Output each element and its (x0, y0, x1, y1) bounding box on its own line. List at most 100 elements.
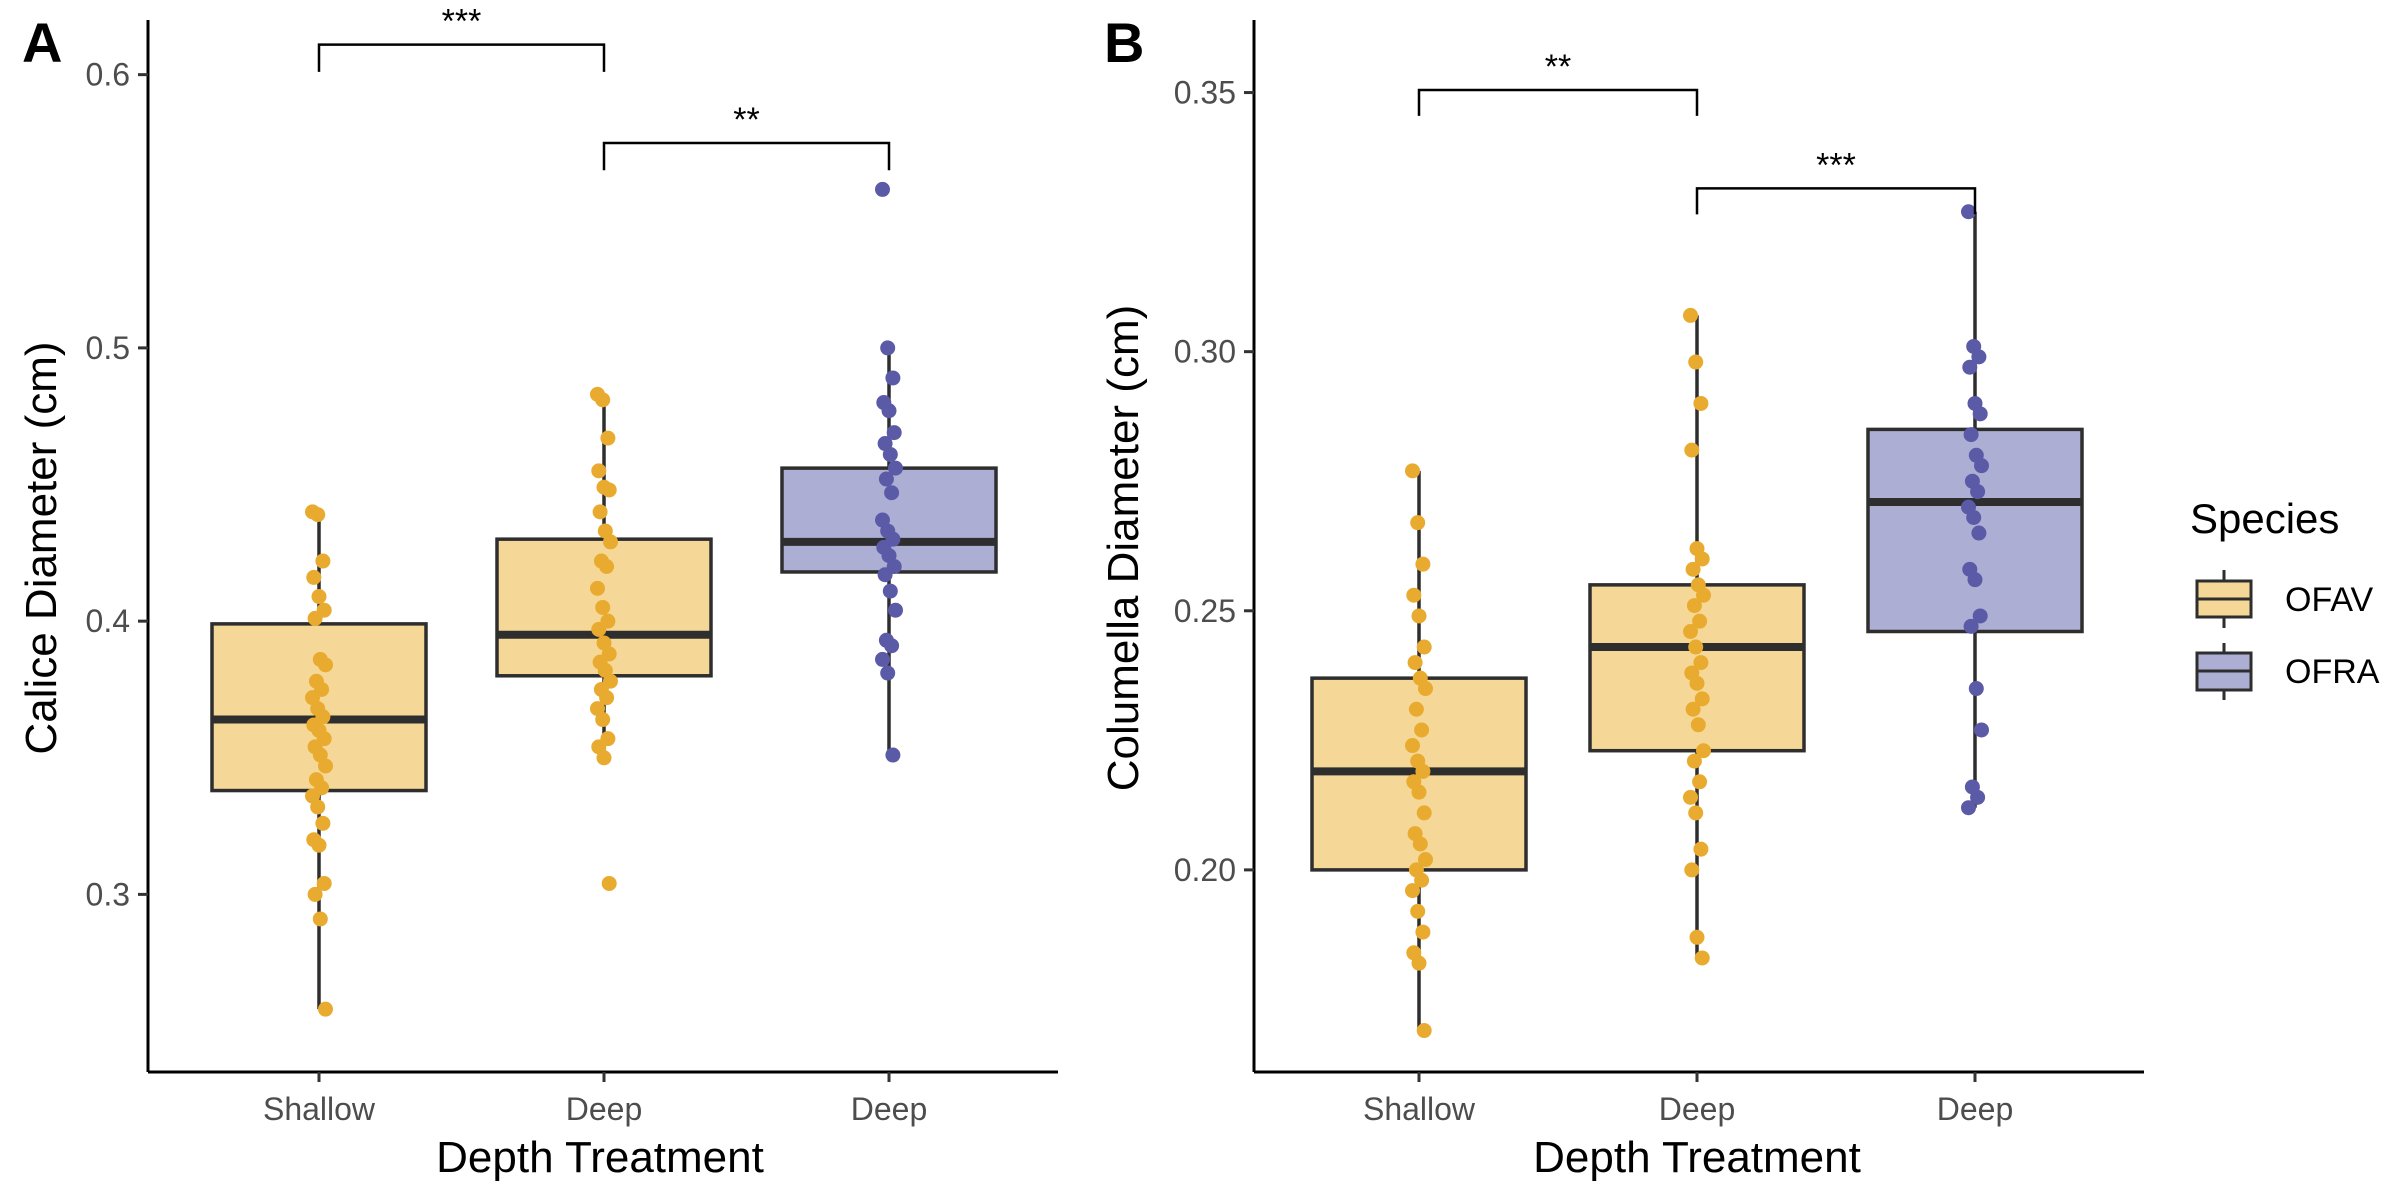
data-point (1971, 349, 1987, 365)
data-point (1968, 681, 1984, 697)
panel-a-tag: A (22, 11, 62, 74)
panel-a-box-3 (780, 181, 998, 763)
data-point (1692, 613, 1708, 629)
data-point (1410, 515, 1426, 531)
data-point (1694, 551, 1710, 567)
data-point (1688, 639, 1704, 655)
data-point (591, 621, 607, 637)
legend: Species OFAV OFRA (2190, 495, 2380, 700)
data-point (315, 553, 331, 569)
data-point (1406, 587, 1422, 603)
significance-label: *** (442, 3, 482, 41)
data-point (318, 758, 333, 774)
panel-b-significance-bracket-1: ** (1417, 48, 1699, 116)
data-point (1686, 753, 1702, 769)
data-point (307, 610, 323, 626)
panel-a-y-tick-label: 0.4 (86, 603, 130, 639)
data-point (316, 875, 332, 891)
panel-a-y-tick-label: 0.6 (86, 57, 130, 93)
panel-a: A Depth Treatment Calice Diameter (cm) 0… (17, 3, 1058, 1182)
data-point (1689, 929, 1705, 945)
data-point (318, 657, 333, 673)
panel-a-x-axis-title: Depth Treatment (436, 1133, 764, 1182)
data-point (1961, 204, 1976, 220)
data-point (1693, 395, 1709, 411)
data-point (603, 534, 618, 550)
data-point (307, 886, 323, 902)
data-point (596, 750, 612, 766)
bracket-line (317, 43, 606, 72)
panel-b-box-1 (1310, 463, 1528, 1039)
data-point (1405, 738, 1420, 754)
significance-label: ** (1545, 48, 1571, 86)
bracket-line (1695, 187, 1977, 215)
data-point (888, 602, 903, 618)
data-point (880, 665, 896, 681)
bracket-line (1417, 88, 1699, 116)
data-point (1418, 852, 1433, 868)
data-point (1688, 354, 1704, 370)
data-point (591, 463, 607, 479)
data-point (599, 558, 615, 574)
panel-a-significance-bracket-1: *** (317, 3, 606, 72)
data-point (600, 430, 616, 446)
panel-a-x-tick-label: Deep (851, 1091, 928, 1127)
data-point (1415, 763, 1431, 779)
data-point (1683, 624, 1698, 640)
data-point (1408, 701, 1424, 717)
data-point (1974, 722, 1989, 738)
panel-b-x-tick-label: Deep (1659, 1091, 1736, 1127)
data-point (1412, 836, 1428, 852)
significance-label: *** (1816, 146, 1856, 184)
legend-key-ofav (2195, 570, 2253, 628)
panel-a-x-tick-label: Shallow (263, 1091, 376, 1127)
panel-a-box-1 (210, 504, 428, 1017)
data-point (1696, 743, 1711, 759)
panel-b-y-tick-label: 0.35 (1174, 75, 1236, 111)
data-point (1686, 598, 1702, 614)
data-point (1694, 691, 1710, 707)
data-point (599, 690, 615, 706)
legend-label-ofav: OFAV (2285, 581, 2373, 619)
data-point (884, 485, 900, 501)
data-point (1972, 608, 1988, 624)
data-point (1415, 924, 1431, 940)
data-point (1416, 1023, 1432, 1039)
data-point (875, 181, 890, 197)
data-point (1970, 789, 1986, 805)
data-point (1966, 509, 1982, 525)
panel-a-y-tick-label: 0.5 (86, 330, 130, 366)
data-point (1411, 608, 1427, 624)
panel-b-x-tick-label: Deep (1937, 1091, 2014, 1127)
data-point (1692, 774, 1708, 790)
data-point (1416, 639, 1432, 655)
data-point (1685, 701, 1701, 717)
data-point (311, 589, 327, 605)
panel-a-y-tick-label: 0.3 (86, 876, 130, 912)
data-point (1685, 561, 1701, 577)
data-point (878, 471, 894, 487)
data-point (1410, 903, 1426, 919)
panel-b-x-tick-label: Shallow (1363, 1091, 1476, 1127)
data-point (877, 567, 893, 583)
data-point (1693, 841, 1709, 857)
data-point (1971, 525, 1987, 541)
data-point (1405, 883, 1420, 899)
data-point (1411, 955, 1427, 971)
data-point (1416, 805, 1432, 821)
data-point (1696, 587, 1711, 603)
data-point (882, 446, 898, 462)
data-point (888, 460, 903, 476)
legend-title: Species (2190, 495, 2339, 542)
data-point (1963, 427, 1979, 443)
panel-b-y-tick-label: 0.20 (1174, 852, 1236, 888)
data-point (315, 815, 331, 831)
data-point (311, 837, 327, 853)
data-point (1418, 681, 1433, 697)
data-point (1693, 655, 1709, 671)
data-point (310, 507, 326, 523)
data-point (1690, 717, 1706, 733)
data-point (1688, 805, 1704, 821)
data-point (312, 911, 328, 927)
panel-b-x-axis-title: Depth Treatment (1533, 1133, 1861, 1182)
